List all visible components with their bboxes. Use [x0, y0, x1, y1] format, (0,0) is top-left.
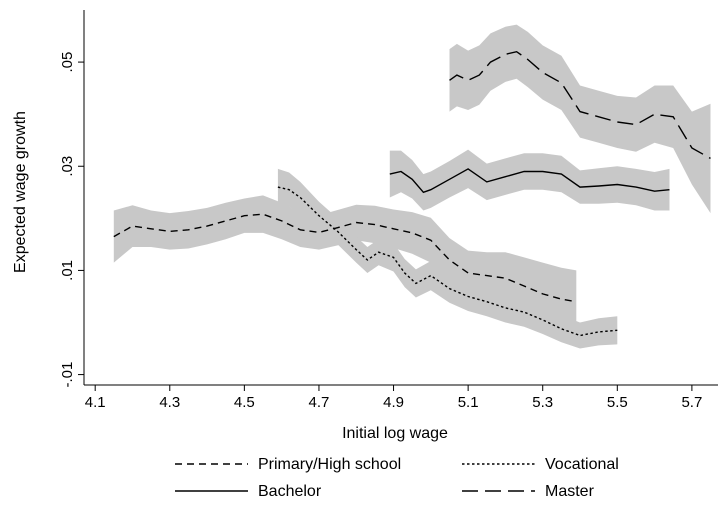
line-bachelor	[389, 168, 670, 194]
x-tick-label: 5.5	[607, 394, 628, 411]
x-tick-label: 4.1	[85, 394, 106, 411]
y-tick-label: .03	[59, 156, 76, 177]
y-tick-label: .05	[59, 52, 76, 73]
x-tick-label: 4.5	[234, 394, 255, 411]
y-tick-label: .01	[59, 260, 76, 281]
x-axis-label: Initial log wage	[342, 425, 448, 442]
band-primary-high-school	[113, 195, 577, 333]
axes: 4.1 4.3 4.5 4.7 4.9 5.1 5.3 5.5 5.7 -.01 .01 .03 .0…	[59, 10, 718, 411]
line-primary-high-school	[113, 213, 577, 303]
band-bachelor	[389, 149, 670, 211]
x-tick-label: 5.3	[532, 394, 553, 411]
x-tick-label: 4.7	[309, 394, 330, 411]
line-master	[449, 50, 711, 160]
band-vocational	[277, 168, 618, 349]
y-tick-label: -.01	[59, 362, 76, 388]
band-master	[449, 24, 711, 214]
x-tick-label: 4.9	[383, 394, 404, 411]
confidence-bands	[113, 24, 711, 349]
x-tick-label: 5.1	[458, 394, 479, 411]
legend-label-bachelor: Bachelor	[258, 483, 322, 500]
x-tick-label: 5.7	[681, 394, 702, 411]
legend-label-master: Master	[545, 483, 595, 500]
x-tick-label: 4.3	[159, 394, 180, 411]
legend-label-primary-high-school: Primary/High school	[258, 456, 401, 473]
x-ticks: 4.1 4.3 4.5 4.7 4.9 5.1 5.3 5.5 5.7	[85, 385, 702, 411]
series-lines	[113, 50, 711, 337]
y-ticks: -.01 .01 .03 .05	[59, 52, 84, 388]
legend-label-vocational: Vocational	[545, 456, 619, 473]
legend: Primary/High school Vocational Bachelor Mas…	[175, 456, 619, 500]
y-axis-label: Expected wage growth	[12, 111, 29, 273]
